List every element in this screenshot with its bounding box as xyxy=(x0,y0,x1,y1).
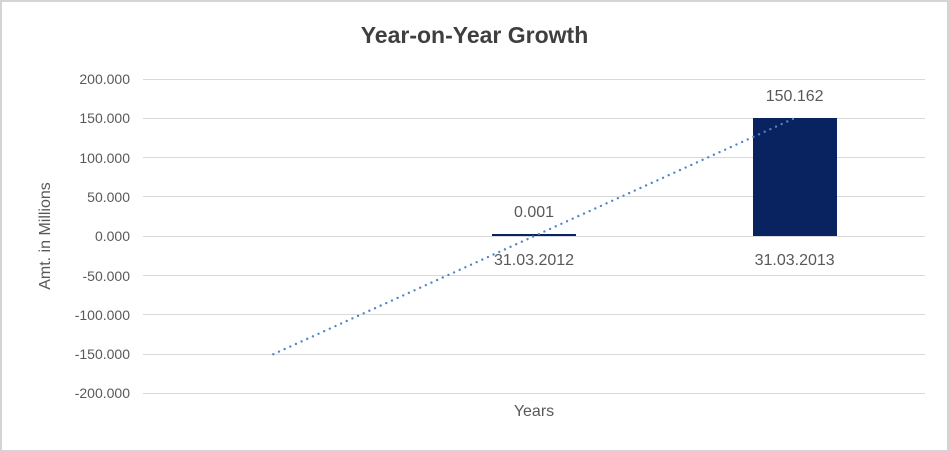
y-tick-label: -200.000 xyxy=(74,385,130,402)
y-tick-label: 50.000 xyxy=(87,188,130,205)
gridline xyxy=(143,275,925,276)
y-axis-title: Amt. in Millions xyxy=(37,182,54,290)
chart-title: Year-on-Year Growth xyxy=(360,22,589,48)
gridline xyxy=(143,78,925,80)
category-label: 31.03.2013 xyxy=(754,252,835,270)
gridline xyxy=(143,314,925,316)
x-axis-title: Years xyxy=(513,403,555,420)
gridline xyxy=(143,353,925,355)
bar xyxy=(752,118,837,237)
y-tick-label: 200.000 xyxy=(79,71,130,87)
category-label: 31.03.2012 xyxy=(493,252,575,270)
bar xyxy=(492,234,576,237)
data-label: 150.162 xyxy=(765,88,824,106)
gridline xyxy=(143,392,925,394)
y-tick-label: 150.000 xyxy=(79,110,130,127)
y-tick-label: -100.000 xyxy=(74,306,130,323)
y-tick-label: 0.000 xyxy=(94,228,130,245)
y-tick-label: -150.000 xyxy=(74,346,130,363)
y-tick-label: -50.000 xyxy=(82,267,130,284)
y-tick-label: 100.000 xyxy=(79,149,130,166)
data-label: 0.001 xyxy=(513,204,555,222)
